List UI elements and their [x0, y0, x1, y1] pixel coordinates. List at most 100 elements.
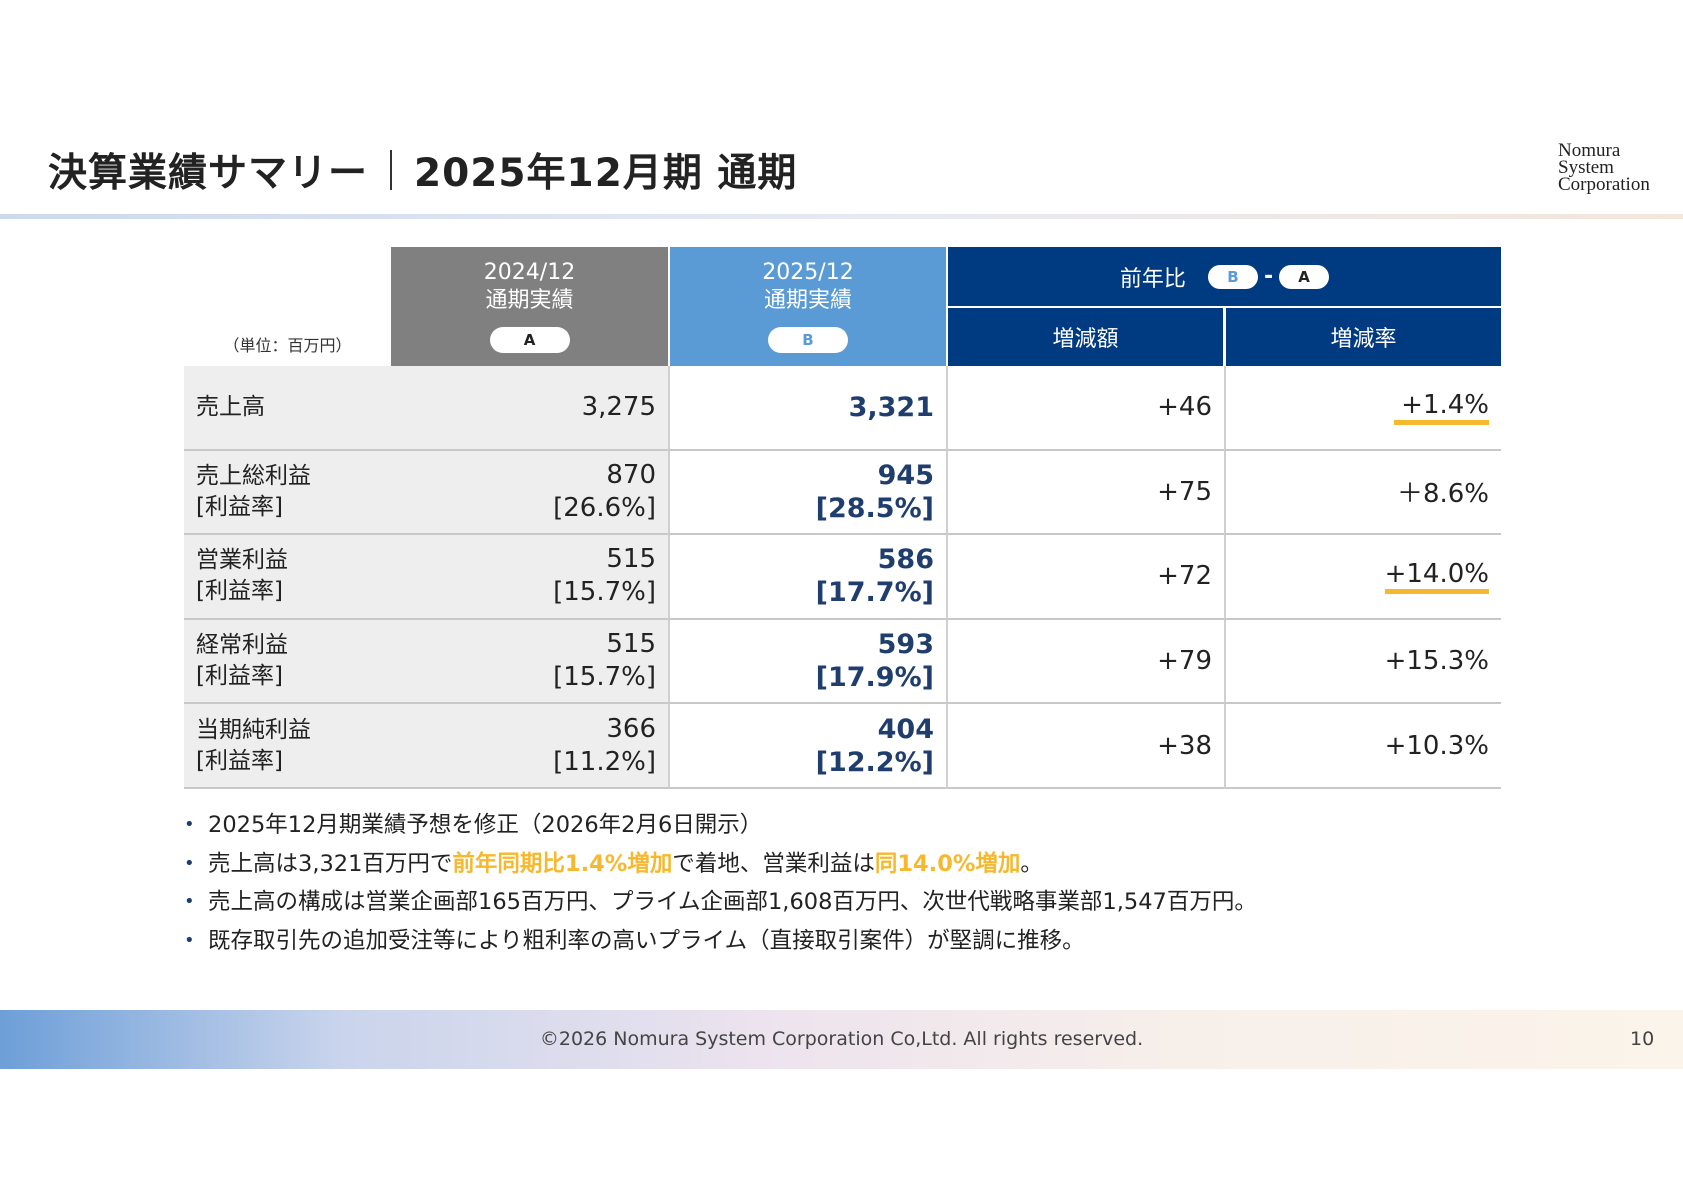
title-divider — [390, 150, 393, 190]
value-rate: ＋8.6% — [1224, 450, 1501, 536]
row-label: 営業利益 [利益率] — [184, 535, 391, 620]
margin-value: [11.2%] — [553, 746, 656, 777]
page-title: 決算業績サマリー 2025年12月期 通期 — [48, 142, 797, 198]
row-label: 売上総利益 [利益率] — [184, 450, 391, 536]
badge-b: B — [1207, 264, 1258, 289]
note-text: 。 — [1020, 850, 1043, 877]
value: 366 — [606, 713, 656, 744]
copyright: ©2026 Nomura System Corporation Co,Ltd. … — [539, 1028, 1144, 1050]
margin-value: [15.7%] — [553, 577, 656, 608]
rate-value: +10.3% — [1384, 730, 1489, 761]
margin-value: [利益率] — [196, 578, 283, 605]
yoy-label: 前年比 — [1119, 266, 1186, 292]
value-current-year: 586 [17.7%] — [668, 535, 946, 620]
note-text: 既存取引先の追加受注等により粗利率の高いプライム（直接取引案件）が堅調に推移。 — [208, 928, 1085, 955]
header-diff: 増減額 — [946, 308, 1223, 366]
value-prev-year: 515 [15.7%] — [391, 535, 668, 620]
margin-value: [17.9%] — [815, 662, 934, 694]
note-item: 売上高の構成は営業企画部165百万円、プライム企画部1,608百万円、次世代戦略… — [184, 883, 1257, 922]
margin-value: [28.5%] — [815, 492, 934, 524]
margin-value: [26.6%] — [553, 492, 656, 523]
note-text: で着地、営業利益は — [672, 850, 875, 877]
value-prev-year: 3,275 — [391, 366, 668, 451]
logo-line: System — [1558, 157, 1614, 178]
badge-a: A — [1279, 264, 1330, 289]
value: 515 — [606, 544, 656, 575]
note-text: 2025年12月期業績予想を修正（2026年2月6日開示） — [208, 812, 763, 838]
value-diff: +46 — [946, 366, 1224, 451]
margin-value: [利益率] — [196, 663, 283, 690]
title-period: 2025年12月期 通期 — [414, 151, 798, 196]
value-diff: +72 — [946, 535, 1224, 620]
badge-b: B — [768, 327, 848, 353]
logo-line: Nomura — [1558, 140, 1621, 161]
note-text: 売上高の構成は営業企画部165百万円、プライム企画部1,608百万円、次世代戦略… — [208, 889, 1257, 916]
diff-value: +79 — [1157, 646, 1212, 677]
value-diff: +79 — [946, 619, 1224, 705]
margin-value: [15.7%] — [553, 662, 656, 693]
header-label: 通期実績 — [763, 288, 852, 313]
value-current-year: 945 [28.5%] — [668, 450, 946, 536]
highlight-text: 前年同期比1.4%増加 — [452, 850, 673, 877]
value: 945 — [877, 459, 934, 491]
value-prev-year: 366 [11.2%] — [391, 704, 668, 789]
value-diff: +38 — [946, 704, 1224, 789]
header-yoy: 前年比 B - A — [946, 247, 1501, 306]
value: 営業利益 — [196, 547, 288, 574]
rate-value: +14.0% — [1384, 559, 1489, 594]
header-period: 2024/12 — [483, 260, 576, 285]
note-item: 売上高は3,321百万円で前年同期比1.4%増加で着地、営業利益は同14.0%増… — [184, 845, 1257, 884]
header-current-year: 2025/12 通期実績 B — [668, 247, 946, 366]
value-current-year: 593 [17.9%] — [668, 619, 946, 705]
company-logo: Nomura System Corporation — [1558, 140, 1650, 195]
note-item: 既存取引先の追加受注等により粗利率の高いプライム（直接取引案件）が堅調に推移。 — [184, 922, 1257, 961]
highlight-text: 同14.0%増加 — [874, 850, 1021, 877]
diff-value: +46 — [1157, 392, 1212, 423]
header-label: 通期実績 — [485, 288, 574, 313]
value-current-year: 3,321 — [668, 366, 946, 451]
value-rate: +14.0% — [1224, 535, 1501, 620]
header-prev-year: 2024/12 通期実績 A — [391, 247, 668, 366]
title-main: 決算業績サマリー — [48, 151, 369, 196]
rate-value: ＋8.6% — [1396, 479, 1489, 510]
value: 売上高 — [196, 393, 265, 420]
rate-value: +15.3% — [1384, 646, 1489, 677]
value-prev-year: 870 [26.6%] — [391, 450, 668, 536]
unit-label: （単位：百万円） — [223, 336, 352, 355]
notes-list: 2025年12月期業績予想を修正（2026年2月6日開示） 売上高は3,321百万… — [184, 806, 1257, 961]
value-prev-year: 515 [15.7%] — [391, 619, 668, 705]
margin-value: [利益率] — [196, 747, 283, 774]
value-diff: +75 — [946, 450, 1224, 536]
footer-band — [0, 1010, 1683, 1069]
value: 586 — [877, 544, 934, 576]
value-rate: +15.3% — [1224, 619, 1501, 705]
row-label: 経常利益 [利益率] — [184, 619, 391, 705]
diff-value: +75 — [1157, 476, 1212, 507]
minus-sign: - — [1263, 264, 1274, 289]
value: 3,321 — [848, 391, 934, 423]
note-text: 売上高は3,321百万円で — [208, 850, 453, 877]
row-label: 売上高 — [184, 366, 391, 451]
value: 経常利益 — [196, 632, 288, 659]
rate-value: +1.4% — [1394, 390, 1489, 425]
margin-value: [17.7%] — [815, 577, 934, 609]
value-current-year: 404 [12.2%] — [668, 704, 946, 789]
margin-value: [12.2%] — [815, 746, 934, 778]
header-rate: 増減率 — [1224, 308, 1501, 366]
value: 870 — [606, 459, 656, 490]
row-label: 当期純利益 [利益率] — [184, 704, 391, 789]
margin-value: [利益率] — [196, 493, 283, 520]
diff-value: +38 — [1157, 730, 1212, 761]
value: 3,275 — [581, 391, 656, 422]
note-item: 2025年12月期業績予想を修正（2026年2月6日開示） — [184, 806, 1257, 845]
value: 593 — [877, 629, 934, 661]
diff-value: +72 — [1157, 561, 1212, 592]
value: 売上総利益 — [196, 462, 311, 489]
page-number: 10 — [1630, 1028, 1655, 1050]
value: 当期純利益 — [196, 716, 311, 743]
header-divider — [0, 214, 1683, 219]
value: 404 — [877, 713, 934, 745]
logo-line: Corporation — [1558, 174, 1650, 195]
badge-a: A — [489, 327, 570, 353]
value: 515 — [606, 629, 656, 660]
